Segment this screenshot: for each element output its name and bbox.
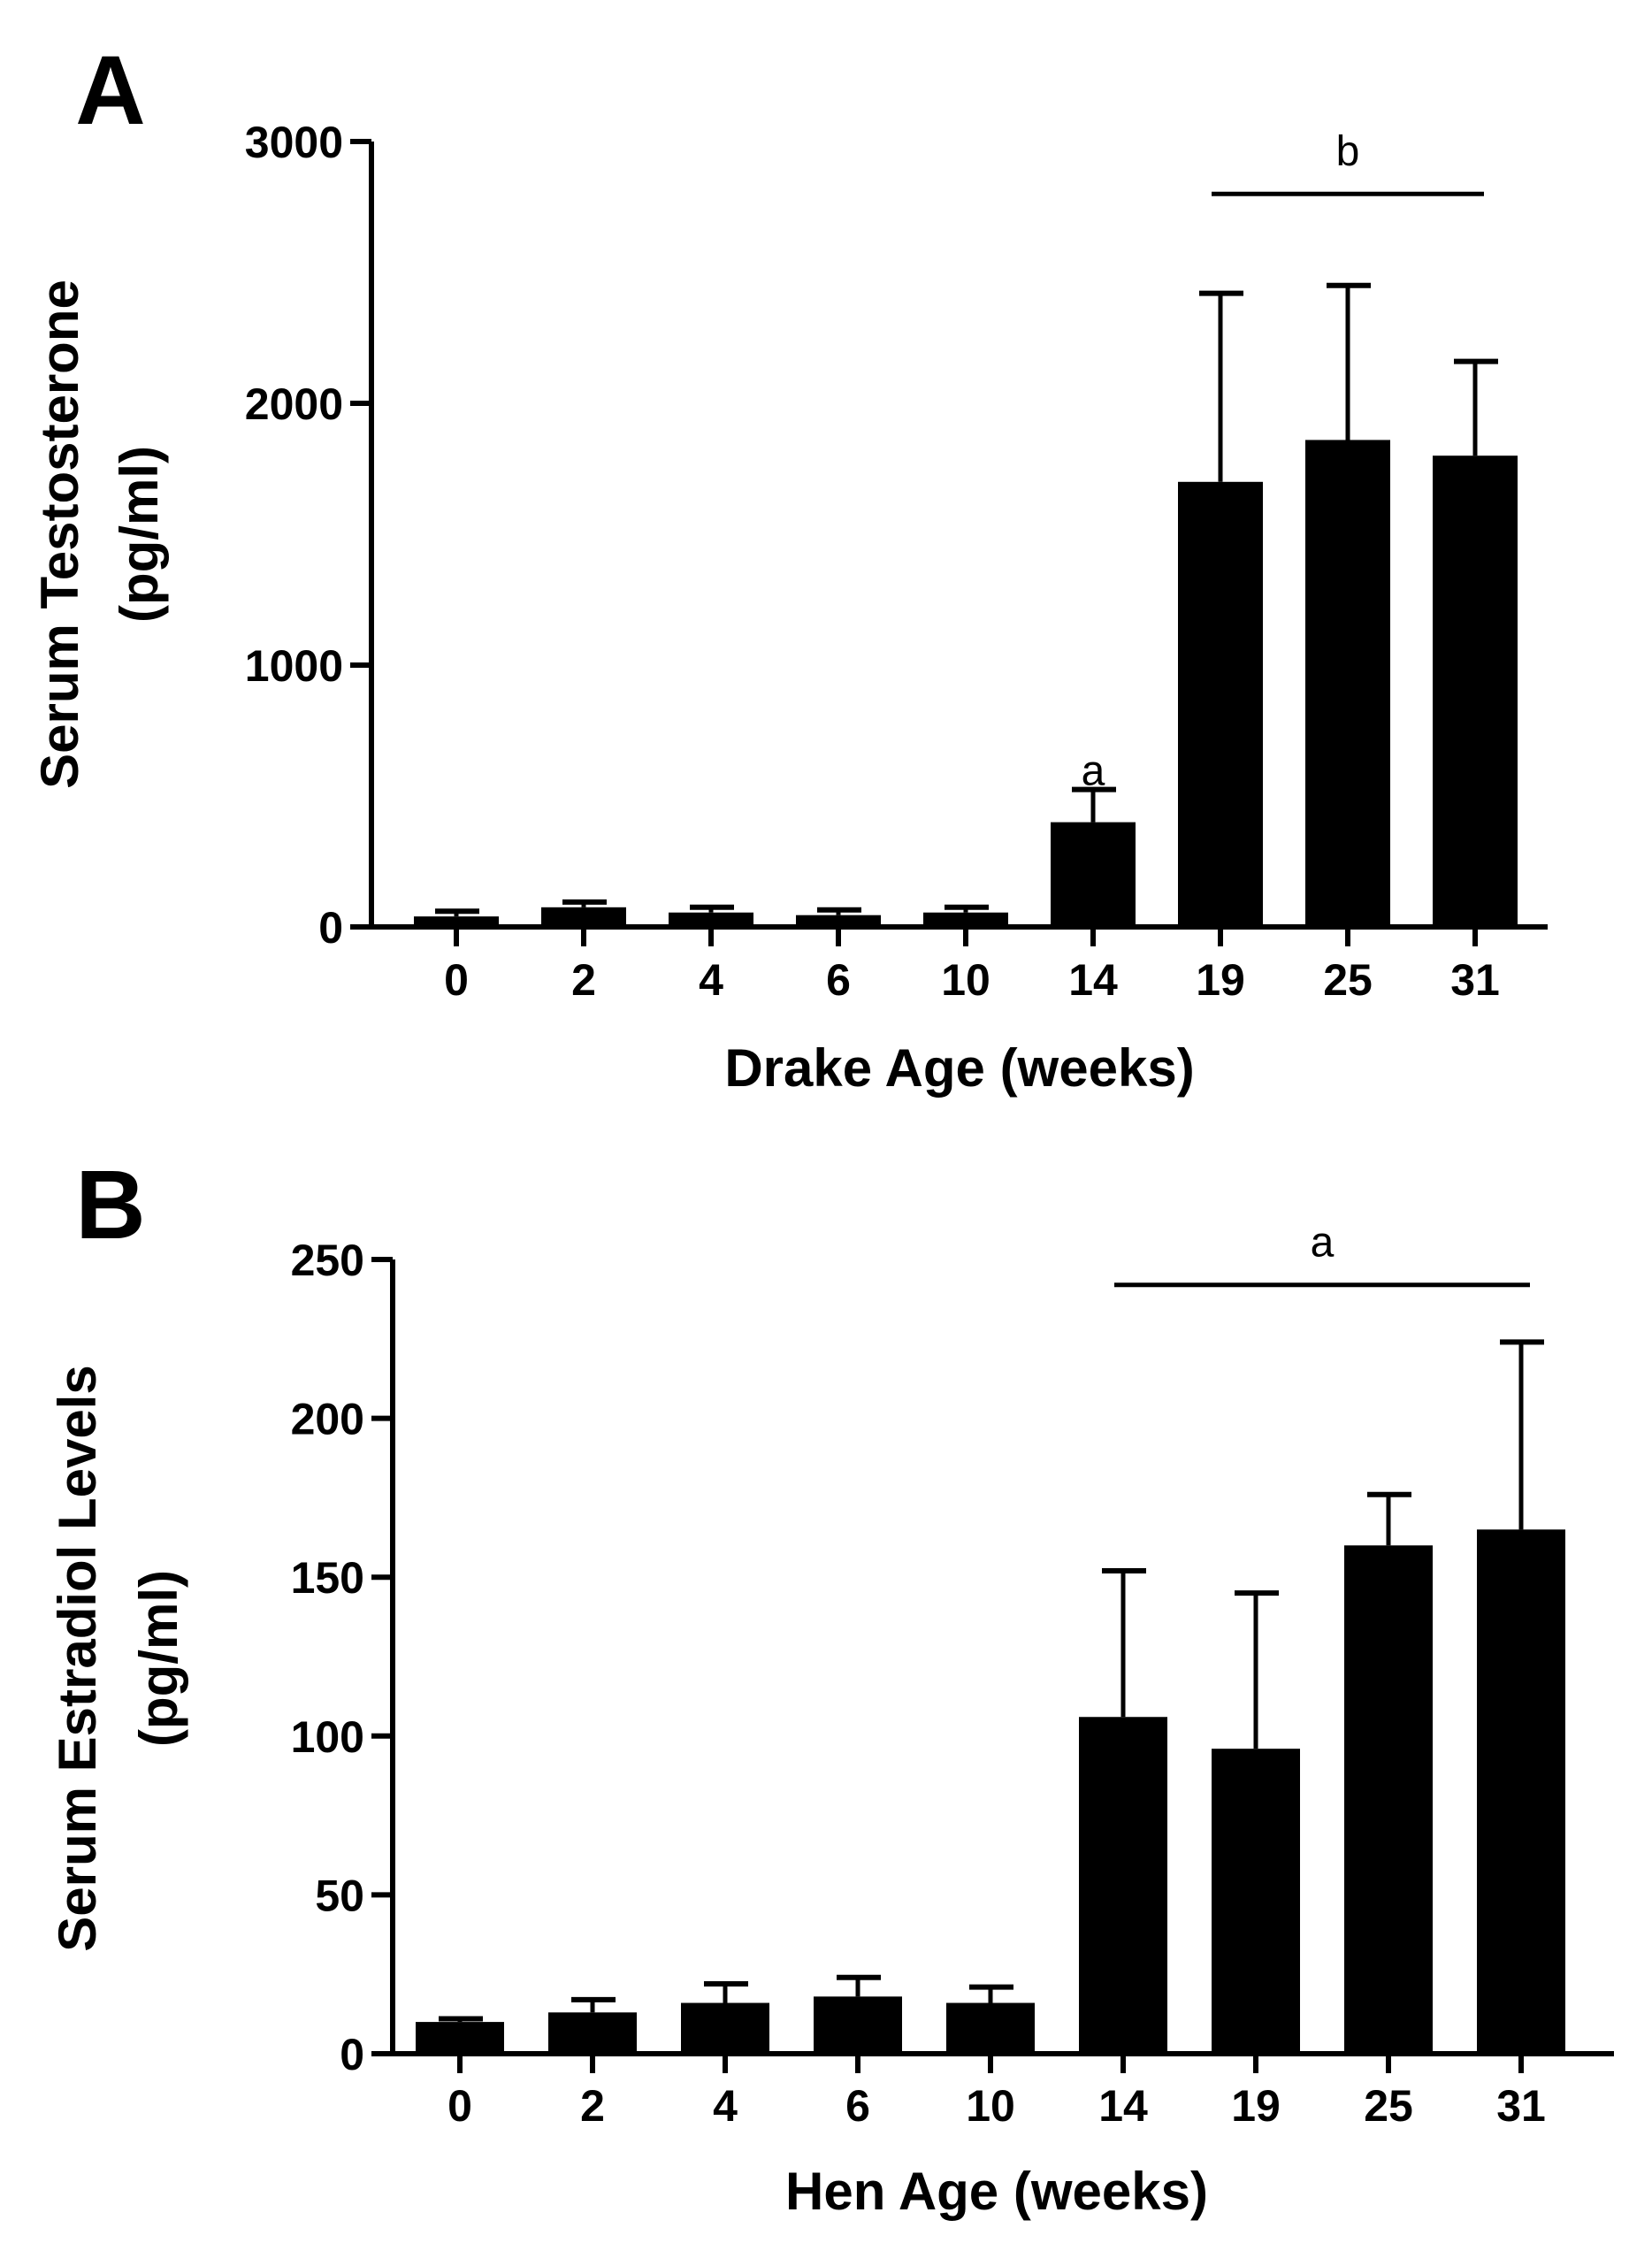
panel-b-x-tick-label: 25 xyxy=(1364,2081,1413,2131)
panel-a-x-tick-label: 0 xyxy=(444,955,469,1005)
panel-a-bar xyxy=(1305,440,1390,927)
panel-a-bar xyxy=(541,907,626,927)
panel-b-x-axis-title: Hen Age (weeks) xyxy=(785,2162,1208,2221)
panel-a-bar xyxy=(923,912,1008,927)
panel-a-y-tick-label: 2000 xyxy=(245,379,343,429)
panel-a-x-tick-label: 4 xyxy=(699,955,723,1005)
panel-a-y-tick-label: 1000 xyxy=(245,641,343,691)
panel-a-significance-label: a xyxy=(1082,747,1105,794)
panel-a-y-axis-unit: (pg/ml) xyxy=(110,446,169,623)
panel-b-x-tick-label: 10 xyxy=(966,2081,1015,2131)
panel-a-x-axis-title: Drake Age (weeks) xyxy=(724,1038,1194,1098)
panel-b-bar xyxy=(681,2002,769,2054)
panel-b-y-tick-label: 50 xyxy=(315,1871,364,1920)
panel-a-bar xyxy=(1433,455,1518,927)
panel-a-y-axis-title: Serum Testosterone xyxy=(30,279,89,789)
panel-a-x-tick-label: 10 xyxy=(941,955,990,1005)
panel-b-y-tick-label: 0 xyxy=(340,2030,364,2079)
panel-b-y-axis-unit: (pg/ml) xyxy=(129,1570,188,1747)
panel-b-bar xyxy=(946,2002,1035,2054)
panel-a-x-tick-label: 6 xyxy=(826,955,851,1005)
panel-a-bar xyxy=(796,915,881,927)
panel-b-bar xyxy=(416,2022,504,2054)
panel-b-bar xyxy=(814,1996,902,2054)
panel-a-bar xyxy=(414,916,499,927)
panel-b-bar xyxy=(548,2012,637,2054)
panel-a-bar xyxy=(669,912,753,927)
panel-a-x-tick-label: 19 xyxy=(1196,955,1245,1005)
panel-b-significance-label: a xyxy=(1311,1220,1335,1267)
panel-a-y-tick-label: 0 xyxy=(318,903,343,953)
panel-b-x-tick-label: 2 xyxy=(580,2081,605,2131)
panel-b-y-tick-label: 150 xyxy=(291,1553,364,1603)
panel-b-chart: B 0 50 100 150 200 250 0 2 4 6 10 14 19 25 31 a Serum Est… xyxy=(48,1151,1614,2221)
panel-a-y-tick-label: 3000 xyxy=(245,118,343,167)
panel-a-label: A xyxy=(75,36,145,145)
panel-a-bar xyxy=(1051,822,1136,927)
panel-b-x-tick-label: 6 xyxy=(845,2081,870,2131)
panel-b-x-tick-label: 0 xyxy=(447,2081,472,2131)
panel-a-x-tick-label: 31 xyxy=(1450,955,1500,1005)
panel-a-x-tick-label: 25 xyxy=(1323,955,1373,1005)
panel-b-x-tick-label: 4 xyxy=(713,2081,738,2131)
panel-b-y-tick-label: 200 xyxy=(291,1395,364,1444)
panel-a-significance-label: b xyxy=(1336,128,1360,175)
panel-b-x-tick-label: 14 xyxy=(1098,2081,1148,2131)
panel-b-label: B xyxy=(75,1151,145,1259)
panel-b-y-tick-label: 100 xyxy=(291,1712,364,1762)
panel-b-y-axis-title: Serum Estradiol Levels xyxy=(48,1365,107,1952)
panel-b-x-tick-label: 19 xyxy=(1231,2081,1281,2131)
panel-b-bar xyxy=(1477,1529,1565,2054)
panel-a-x-tick-label: 14 xyxy=(1068,955,1118,1005)
panel-b-bar xyxy=(1079,1717,1167,2054)
panel-b-x-tick-label: 31 xyxy=(1496,2081,1546,2131)
panel-b-bar xyxy=(1344,1545,1433,2054)
panel-b-y-tick-label: 250 xyxy=(291,1236,364,1285)
panel-a-chart: A 0 1000 2000 3000 0 2 4 6 10 14 19 25 31 a b Serum Test… xyxy=(30,36,1548,1098)
panel-a-x-tick-label: 2 xyxy=(571,955,596,1005)
panel-b-bar xyxy=(1212,1749,1300,2054)
panel-a-bar xyxy=(1178,481,1263,927)
